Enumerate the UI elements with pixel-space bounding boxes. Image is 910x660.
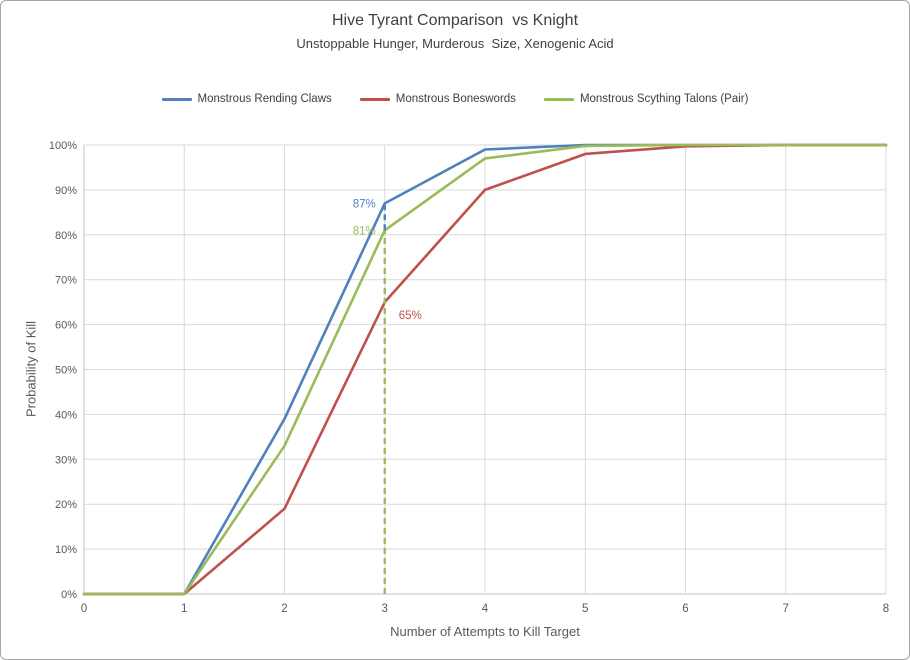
y-tick-label: 0% <box>61 589 77 601</box>
legend-label: Monstrous Scything Talons (Pair) <box>579 93 749 105</box>
y-tick-label: 70% <box>55 275 77 287</box>
y-tick-label: 100% <box>49 140 77 152</box>
legend-item[interactable]: Monstrous Scything Talons (Pair) <box>543 93 749 105</box>
y-tick-label: 90% <box>55 185 77 197</box>
y-tick-label: 50% <box>55 365 77 377</box>
x-tick-label: 6 <box>682 603 688 615</box>
legend-line-marker <box>161 97 192 101</box>
legend-label: Monstrous Boneswords <box>395 93 516 105</box>
x-tick-label: 0 <box>81 603 87 615</box>
legend-line-marker <box>543 97 574 101</box>
legend-item[interactable]: Monstrous Boneswords <box>359 93 516 105</box>
point-annotation: 87% <box>353 198 376 210</box>
x-tick-label: 8 <box>883 603 889 615</box>
series-line <box>82 143 888 596</box>
x-tick-label: 5 <box>582 603 588 615</box>
x-tick-label: 7 <box>783 603 789 615</box>
x-axis-title: Number of Attempts to Kill Target <box>390 624 580 639</box>
y-axis-title: Probability of Kill <box>23 320 39 418</box>
point-annotation: 81% <box>353 225 376 237</box>
y-tick-label: 40% <box>55 409 77 421</box>
y-tick-label: 20% <box>55 499 77 511</box>
legend-line-marker <box>359 97 390 101</box>
legend: Monstrous Rending Claws Monstrous Boneswo… <box>1 93 909 105</box>
x-tick-label: 2 <box>281 603 287 615</box>
y-tick-label: 60% <box>55 320 77 332</box>
x-tick-label: 3 <box>382 603 388 615</box>
x-tick-label: 1 <box>181 603 187 615</box>
chart-subtitle: Unstoppable Hunger, Murderous Size, Xeno… <box>296 36 614 51</box>
point-annotation: 65% <box>399 310 422 322</box>
y-tick-label: 80% <box>55 230 77 242</box>
y-tick-label: 30% <box>55 454 77 466</box>
chart-title: Hive Tyrant Comparison vs Knight <box>331 12 579 29</box>
x-tick-label: 4 <box>482 603 489 615</box>
legend-label: Monstrous Rending Claws <box>197 93 332 105</box>
y-tick-label: 10% <box>55 544 77 556</box>
legend-item[interactable]: Monstrous Rending Claws <box>161 93 332 105</box>
